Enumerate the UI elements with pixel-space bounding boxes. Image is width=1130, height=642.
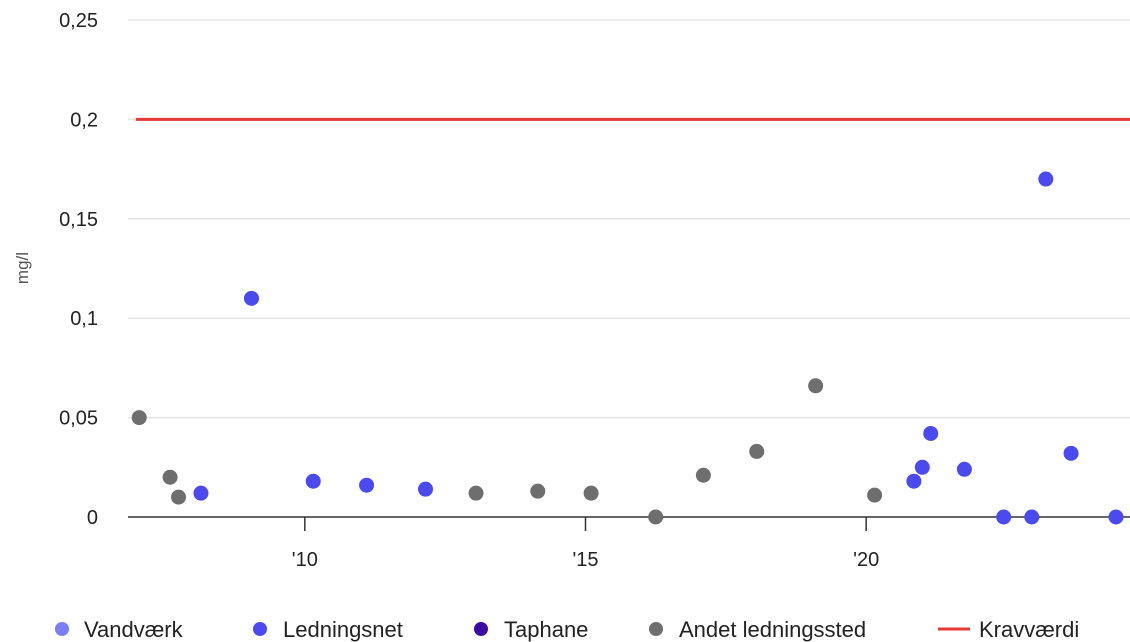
x-tick-label: '15 bbox=[572, 549, 598, 571]
y-tick-label: 0,2 bbox=[70, 109, 98, 131]
data-point bbox=[1038, 171, 1054, 187]
legend-label: Andet ledningssted bbox=[679, 617, 866, 642]
data-point bbox=[914, 459, 930, 475]
data-point bbox=[996, 509, 1012, 525]
x-tick-label: '20 bbox=[853, 549, 879, 571]
y-axis-ticks: 0 0,05 0,1 0,15 0,2 0,25 bbox=[59, 10, 98, 529]
data-point bbox=[131, 410, 147, 426]
data-point bbox=[162, 469, 178, 485]
data-point bbox=[583, 485, 599, 501]
data-point bbox=[1108, 509, 1124, 525]
data-point bbox=[305, 473, 321, 489]
legend-label: Vandværk bbox=[84, 617, 184, 642]
data-point bbox=[171, 489, 187, 505]
data-point bbox=[749, 443, 765, 459]
legend-marker bbox=[253, 622, 267, 636]
data-point bbox=[468, 485, 484, 501]
data-point bbox=[359, 477, 375, 493]
y-tick-label: 0 bbox=[87, 507, 98, 529]
legend[interactable]: Vandværk Ledningsnet Taphane Andet lednings… bbox=[55, 617, 1079, 642]
y-tick-label: 0,25 bbox=[59, 10, 98, 32]
data-point bbox=[923, 426, 939, 442]
data-point bbox=[243, 290, 259, 306]
y-tick-label: 0,05 bbox=[59, 408, 98, 430]
data-point bbox=[808, 378, 824, 394]
data-point bbox=[956, 461, 972, 477]
data-point bbox=[695, 467, 711, 483]
data-point bbox=[648, 509, 664, 525]
legend-marker bbox=[55, 622, 69, 636]
data-point bbox=[418, 481, 434, 497]
legend-label: Kravværdi bbox=[979, 617, 1079, 642]
grid-lines bbox=[128, 19, 1130, 419]
data-point bbox=[1024, 509, 1040, 525]
x-axis-ticks: '10 '15 '20 bbox=[292, 517, 879, 571]
y-tick-label: 0,15 bbox=[59, 209, 98, 231]
y-tick-label: 0,1 bbox=[70, 308, 98, 330]
data-point bbox=[1063, 445, 1079, 461]
y-axis-label: mg/l bbox=[13, 252, 32, 284]
data-points bbox=[131, 171, 1124, 525]
data-point bbox=[530, 483, 546, 499]
legend-marker bbox=[474, 622, 488, 636]
legend-marker bbox=[649, 622, 663, 636]
data-point bbox=[906, 473, 922, 489]
x-tick-label: '10 bbox=[292, 549, 318, 571]
data-point bbox=[193, 485, 209, 501]
legend-label: Ledningsnet bbox=[283, 617, 403, 642]
legend-label: Taphane bbox=[504, 617, 588, 642]
data-point bbox=[867, 487, 883, 503]
